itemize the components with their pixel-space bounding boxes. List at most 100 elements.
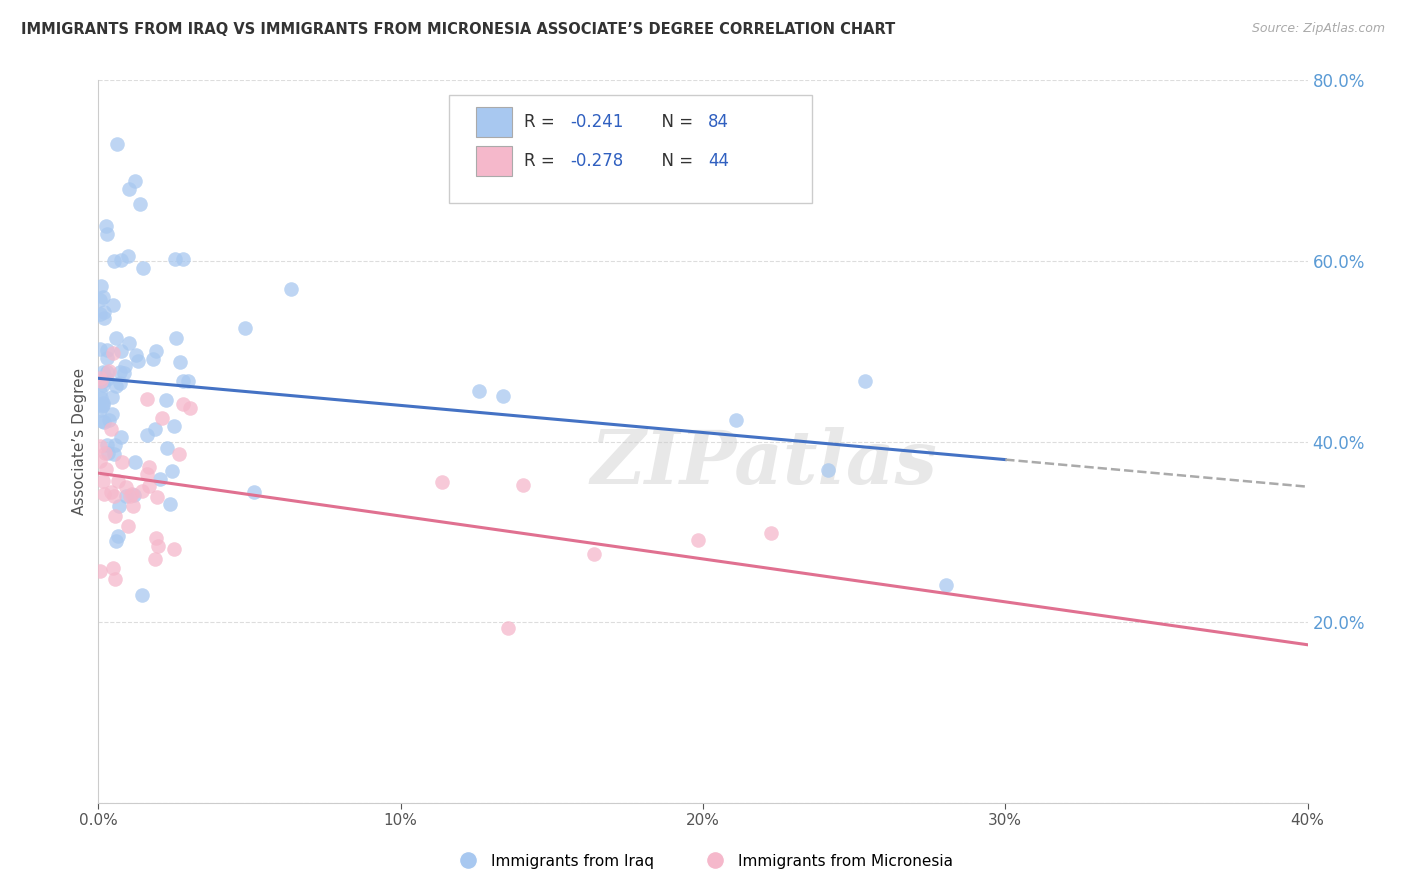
Legend: Immigrants from Iraq, Immigrants from Micronesia: Immigrants from Iraq, Immigrants from Mi… [447, 847, 959, 875]
Point [759, 526, 782, 541]
Point [112, 366, 135, 380]
Point [468, 384, 491, 399]
Point [89, 375, 111, 389]
Point [512, 478, 534, 492]
Point [114, 480, 136, 494]
Text: -0.241: -0.241 [569, 113, 623, 131]
Text: -0.278: -0.278 [569, 153, 623, 170]
Point [96, 343, 118, 357]
Text: R =: R = [524, 153, 560, 170]
Point [89, 384, 111, 399]
Point [96, 351, 118, 366]
Point [817, 463, 839, 477]
Point [135, 467, 157, 482]
Point [165, 252, 187, 267]
Point [97, 446, 120, 460]
Point [104, 331, 127, 345]
Point [160, 464, 183, 478]
Text: ZIPatlas: ZIPatlas [591, 427, 936, 500]
Point [97, 364, 120, 378]
Point [117, 518, 139, 533]
Point [243, 485, 266, 500]
Point [93, 474, 115, 488]
Point [110, 430, 132, 444]
Point [91, 290, 114, 304]
Point [120, 489, 142, 503]
Point [124, 174, 146, 188]
Point [107, 529, 129, 543]
Point [430, 475, 453, 489]
Point [105, 136, 128, 151]
Point [101, 391, 124, 405]
Point [143, 552, 166, 566]
Point [136, 392, 159, 406]
Point [94, 446, 117, 460]
Point [93, 374, 115, 388]
Point [118, 182, 141, 196]
FancyBboxPatch shape [475, 107, 512, 137]
Point [110, 343, 132, 358]
Point [91, 398, 114, 412]
Point [145, 343, 167, 358]
Point [172, 374, 194, 388]
Point [101, 298, 124, 312]
Point [127, 353, 149, 368]
Point [105, 379, 128, 393]
Point [94, 219, 117, 233]
Point [124, 455, 146, 469]
Point [89, 370, 111, 384]
Point [101, 346, 124, 360]
Text: Source: ZipAtlas.com: Source: ZipAtlas.com [1251, 22, 1385, 36]
Point [93, 487, 115, 501]
Point [165, 330, 187, 344]
Point [101, 561, 124, 575]
Point [163, 541, 186, 556]
Point [142, 351, 165, 366]
Point [179, 401, 201, 416]
Point [111, 455, 134, 469]
Point [89, 293, 111, 307]
Point [121, 487, 143, 501]
Point [89, 453, 111, 467]
Point [108, 365, 131, 379]
Point [149, 472, 172, 486]
Point [124, 348, 146, 362]
Point [93, 310, 115, 325]
Point [172, 397, 194, 411]
Point [91, 377, 114, 392]
Point [89, 307, 111, 321]
Text: N =: N = [651, 153, 699, 170]
Point [146, 490, 169, 504]
Point [150, 410, 173, 425]
Point [117, 335, 139, 350]
Point [110, 376, 132, 391]
Point [129, 197, 152, 211]
Point [177, 374, 200, 388]
Point [108, 500, 131, 514]
Point [98, 413, 121, 427]
Point [498, 621, 520, 635]
Point [103, 489, 125, 503]
Point [131, 588, 153, 602]
Point [91, 365, 114, 379]
Point [93, 305, 115, 319]
Point [89, 439, 111, 453]
Text: N =: N = [651, 113, 699, 131]
Point [89, 403, 111, 417]
Point [155, 392, 177, 407]
Point [115, 489, 138, 503]
Point [89, 564, 111, 578]
Point [935, 578, 957, 592]
Point [107, 474, 129, 488]
Point [233, 321, 256, 335]
Point [100, 484, 122, 499]
Point [159, 497, 181, 511]
Point [96, 227, 118, 241]
Point [280, 282, 302, 296]
Text: R =: R = [524, 113, 560, 131]
Point [143, 422, 166, 436]
Point [96, 372, 118, 386]
Point [156, 441, 179, 455]
Point [90, 400, 112, 414]
FancyBboxPatch shape [449, 95, 811, 203]
